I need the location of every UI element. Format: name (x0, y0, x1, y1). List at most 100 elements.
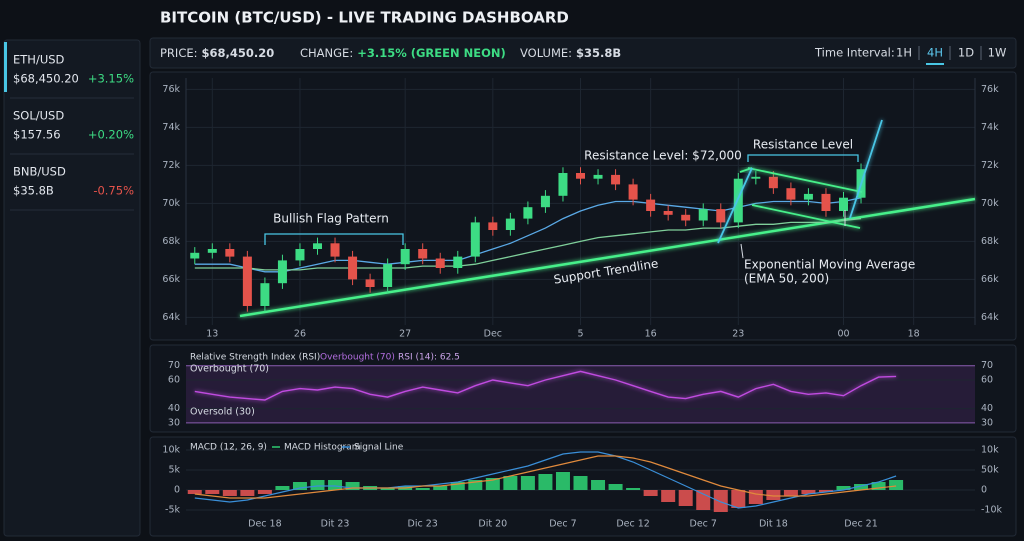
y-tick-label: -5k (165, 505, 180, 516)
y-tick-label: 5k (168, 465, 180, 476)
y-tick-label: 30 (168, 417, 180, 428)
macd-bar (643, 490, 658, 496)
candle-body (242, 256, 252, 306)
candle-body (821, 193, 831, 211)
candle-body (470, 222, 480, 257)
moving-average (194, 217, 862, 271)
macd-bar (678, 490, 693, 506)
watch-item[interactable]: ETH/USD $68,450.20 +3.15% (13, 53, 134, 86)
annotation: Resistance Level: $72,000 (584, 149, 742, 163)
candle-body (681, 214, 691, 221)
macd-bar (538, 474, 553, 490)
y-tick-label: 64k (162, 312, 180, 323)
y2-tick-label: 72k (981, 160, 999, 171)
page-title: BITCOIN (BTC/USD) - LIVE TRADING DASHBOA… (160, 9, 569, 27)
macd-bar (783, 490, 798, 496)
macd-bar (450, 482, 465, 490)
sidebar (3, 39, 141, 537)
candle-body (523, 207, 533, 219)
change: -0.75% (93, 184, 134, 198)
macd-bar (836, 486, 851, 490)
x-tick-label: 13 (206, 329, 218, 340)
y2-tick-label: 66k (981, 274, 999, 285)
x-tick-label: 26 (294, 329, 306, 340)
symbol: SOL/USD (13, 109, 64, 123)
x-tick-label: 23 (732, 329, 744, 340)
y2-tick-label: 70 (981, 360, 993, 371)
pointer (740, 243, 744, 259)
macd-bar (591, 480, 606, 490)
x-tick-label: 5 (577, 329, 583, 340)
candle-body (453, 256, 463, 268)
macd-bar (257, 490, 272, 494)
x-tick-label: 00 (837, 329, 849, 340)
candle-body (400, 249, 410, 265)
candle-body (383, 264, 393, 287)
y-tick-label: 10k (162, 445, 180, 456)
legend-label: Signal Line (354, 443, 404, 453)
active-indicator (4, 42, 7, 92)
interval-label: Time Interval: (814, 46, 895, 60)
macd-bar (345, 482, 360, 490)
panel-title: MACD (12, 26, 9) (190, 443, 267, 453)
candle-body (225, 249, 235, 257)
macd-bar (222, 490, 237, 496)
annotation: Exponential Moving Average (744, 258, 915, 272)
watch-item[interactable]: SOL/USD $157.56 +0.20% (13, 109, 134, 142)
flag-line (747, 167, 863, 193)
y-tick-label: 70k (162, 198, 180, 209)
macd-bar (608, 484, 623, 490)
y-tick-label: 74k (162, 122, 180, 133)
x-tick-label: 16 (645, 329, 657, 340)
candle-body (663, 211, 673, 215)
interval-option[interactable]: 4H (927, 46, 943, 60)
y2-tick-label: 0 (981, 485, 987, 496)
candle-body (348, 256, 358, 280)
macd-bar (187, 490, 202, 494)
macd-bar (520, 476, 535, 490)
stat-value: $35.8B (576, 46, 621, 60)
x-tick-label: 18 (908, 329, 920, 340)
macd-bar (292, 482, 307, 490)
macd-bar (503, 476, 518, 490)
price-panel (149, 71, 1017, 341)
y-tick-label: 66k (162, 274, 180, 285)
y-tick-label: 70 (168, 360, 180, 371)
candle-body (295, 249, 305, 261)
interval-option[interactable]: 1D (958, 46, 974, 60)
macd-bar (818, 490, 833, 492)
price: $35.8B (13, 184, 54, 198)
y2-tick-label: 74k (981, 122, 999, 133)
interval-option[interactable]: 1H (896, 46, 912, 60)
macd-bar (889, 480, 904, 490)
bracket (264, 233, 404, 245)
candle-body (505, 218, 515, 230)
x-tick-label: Dit 20 (478, 519, 507, 530)
interval-option[interactable]: 1W (988, 46, 1007, 60)
stat-value: +3.15% (GREEN NEON) (357, 46, 506, 60)
stats-bar (149, 37, 1017, 69)
candle-body (628, 184, 638, 200)
panel-title: Relative Strength Index (RSI) (190, 353, 320, 363)
x-tick-label: Dec 7 (549, 519, 576, 530)
macd-bar (275, 486, 290, 490)
charts: 64k 64k 66k 66k 68k 68k 70k 70k 72k 72k 74k 74k 76k 7… (162, 78, 1003, 530)
symbol: ETH/USD (13, 53, 65, 67)
macd-bar (380, 488, 395, 490)
y2-tick-label: 40 (981, 403, 993, 414)
bracket (747, 154, 859, 162)
y2-tick-label: 30 (981, 417, 993, 428)
macd-bar (854, 484, 869, 490)
candle-body (786, 188, 796, 200)
watch-item[interactable]: BNB/USD $35.8B -0.75% (13, 165, 134, 198)
y-tick-label: 60 (168, 375, 180, 386)
candle-body (540, 195, 550, 208)
stat: VOLUME: $35.8B (520, 46, 621, 60)
candle-body (260, 283, 270, 306)
macd-bar (766, 490, 781, 500)
x-tick-label: Dit 18 (759, 519, 788, 530)
candle-body (768, 176, 778, 189)
y-tick-label: 40 (168, 403, 180, 414)
macd-line (194, 451, 897, 509)
